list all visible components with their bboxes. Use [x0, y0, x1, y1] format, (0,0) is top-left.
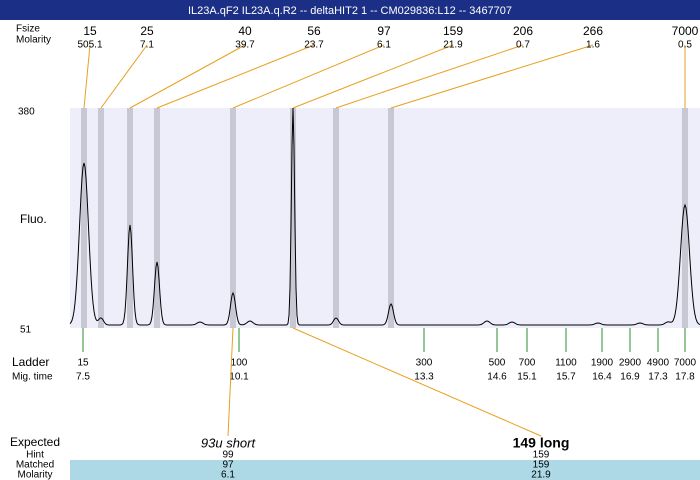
- peak-band: [333, 108, 339, 328]
- peak-connector: [129, 44, 246, 109]
- title-bar: [0, 0, 700, 20]
- ladder-size: 100: [231, 358, 248, 369]
- hint-value: 159: [533, 450, 550, 461]
- molarity-label: Molarity: [16, 35, 51, 46]
- matched-highlight: [70, 460, 700, 480]
- matched-value: 97: [222, 460, 234, 471]
- hint-value: 99: [222, 450, 234, 461]
- peak-molarity: 6.1: [377, 40, 391, 51]
- ladder-time: 17.3: [648, 372, 668, 383]
- peak-molarity: 0.5: [678, 40, 692, 51]
- peak-connector: [390, 44, 594, 109]
- peak-molarity: 505.1: [77, 40, 102, 51]
- ladder-time: 15.1: [517, 372, 537, 383]
- expected-name: 93u short: [201, 435, 257, 450]
- expected-label: Expected: [10, 435, 60, 449]
- peak-molarity: 1.6: [586, 40, 600, 51]
- peak-band: [682, 108, 688, 328]
- ladder-size: 300: [416, 358, 433, 369]
- peak-band: [127, 108, 133, 328]
- peak-band: [290, 108, 296, 328]
- peak-band: [98, 108, 104, 328]
- peak-connector: [335, 44, 524, 109]
- peak-size: 159: [443, 24, 463, 38]
- y-top: 380: [18, 107, 35, 118]
- matched-label: Matched: [16, 460, 54, 471]
- expected-connector: [292, 327, 542, 437]
- ladder-time: 17.8: [675, 372, 695, 383]
- trace: [69, 107, 700, 326]
- peak-connector: [83, 44, 91, 109]
- molarity-row-label: Molarity: [17, 470, 52, 480]
- peak-molarity: 39.7: [235, 40, 255, 51]
- peak-connector: [232, 44, 385, 109]
- peak-band: [81, 108, 87, 328]
- matched-value: 159: [533, 460, 550, 471]
- peak-molarity: 21.9: [443, 40, 463, 51]
- expected-name: 149 long: [513, 435, 570, 451]
- peak-band: [154, 108, 160, 328]
- peak-connector: [292, 44, 454, 109]
- ladder-time: 16.9: [620, 372, 640, 383]
- ladder-label: Ladder: [12, 355, 49, 369]
- peak-size: 97: [377, 24, 391, 38]
- ladder-size: 1100: [555, 358, 577, 369]
- peak-connector: [156, 44, 315, 109]
- peak-band: [388, 108, 394, 328]
- y-bottom: 51: [20, 325, 32, 336]
- ladder-time: 7.5: [76, 372, 90, 383]
- y-label: Fluo.: [20, 212, 47, 226]
- ladder-time: 10.1: [229, 372, 249, 383]
- peak-band: [230, 108, 236, 328]
- ladder-size: 500: [489, 358, 506, 369]
- ladder-time: 13.3: [414, 372, 434, 383]
- peak-size: 15: [83, 24, 97, 38]
- ladder-size: 4900: [647, 358, 670, 369]
- peak-size: 206: [513, 24, 533, 38]
- peak-molarity: 7.1: [140, 40, 154, 51]
- peak-connector: [100, 44, 148, 109]
- plot-area: [70, 108, 700, 328]
- peak-size: 25: [140, 24, 154, 38]
- peak-size: 56: [307, 24, 321, 38]
- peak-molarity: 23.7: [304, 40, 324, 51]
- peak-size: 7000: [672, 24, 699, 38]
- ladder-size: 7000: [674, 358, 697, 369]
- expected-connector: [227, 327, 234, 437]
- molarity-value: 6.1: [221, 470, 235, 480]
- molarity-value: 21.9: [531, 470, 551, 480]
- ladder-time: 14.6: [487, 372, 507, 383]
- mig-time-label: Mig. time: [12, 372, 53, 383]
- hint-label: Hint: [26, 450, 44, 461]
- ladder-size: 700: [519, 358, 536, 369]
- fsize-label: Fsize: [16, 24, 40, 35]
- ladder-time: 15.7: [556, 372, 576, 383]
- ladder-size: 15: [77, 358, 89, 369]
- ladder-size: 1900: [591, 358, 614, 369]
- peak-size: 40: [238, 24, 252, 38]
- title: IL23A.qF2 IL23A.q.R2 -- deltaHIT2 1 -- C…: [188, 5, 512, 17]
- peak-size: 266: [583, 24, 603, 38]
- peak-molarity: 0.7: [516, 40, 530, 51]
- ladder-time: 16.4: [592, 372, 612, 383]
- ladder-size: 2900: [619, 358, 642, 369]
